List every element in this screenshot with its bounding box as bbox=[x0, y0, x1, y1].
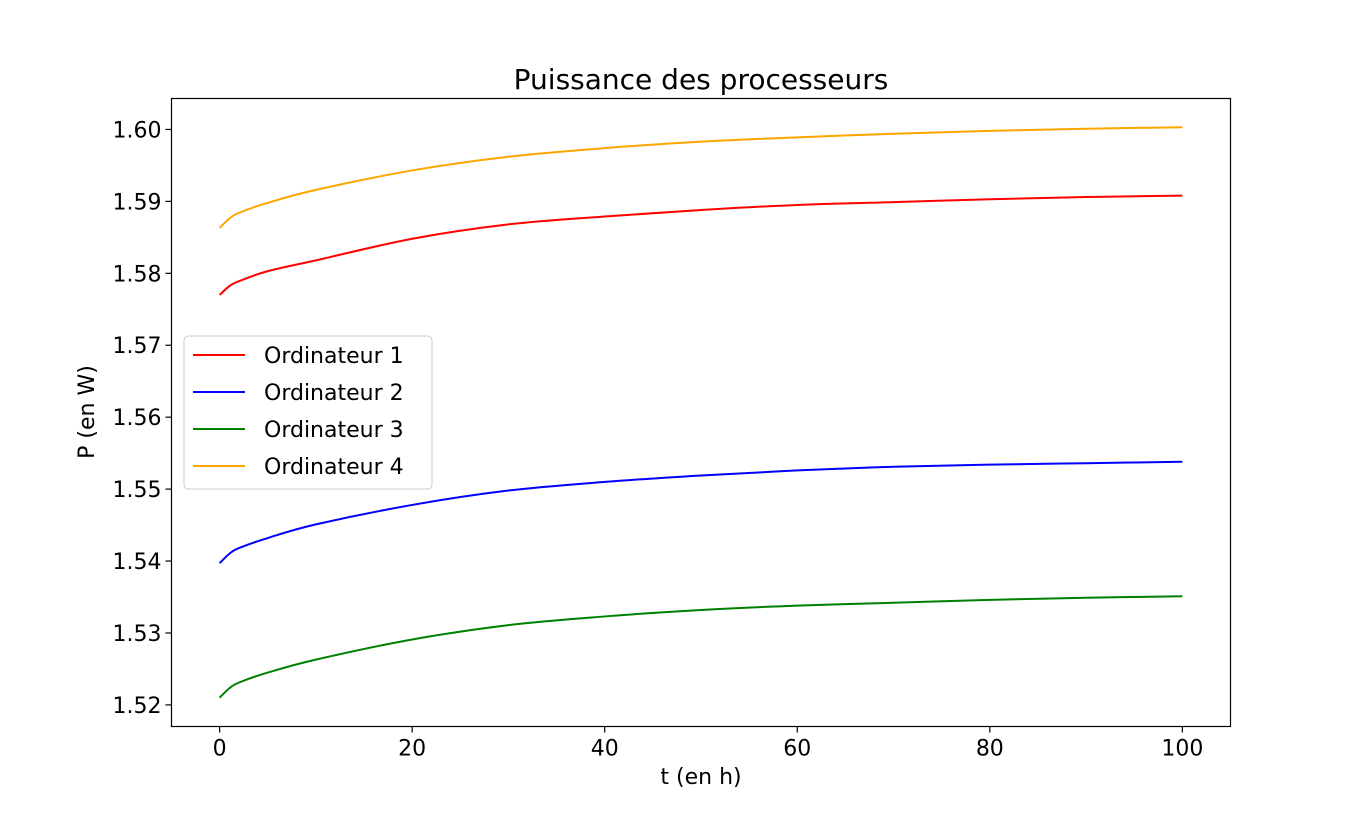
legend-label-2: Ordinateur 2 bbox=[264, 381, 404, 406]
series-line-1 bbox=[218, 194, 1183, 296]
x-tick-label: 20 bbox=[398, 737, 426, 762]
legend-label-3: Ordinateur 3 bbox=[264, 418, 404, 443]
y-axis: 1.52 1.53 1.54 1.55 1.56 1.57 1.58 1.59 1.60 bbox=[113, 118, 172, 719]
series-line-2 bbox=[218, 460, 1183, 564]
series-lines bbox=[218, 126, 1183, 699]
legend-label-4: Ordinateur 4 bbox=[264, 455, 404, 480]
y-tick-label: 1.60 bbox=[113, 118, 162, 143]
series-line-3 bbox=[218, 595, 1183, 699]
legend-box bbox=[183, 335, 433, 490]
y-tick-label: 1.52 bbox=[113, 694, 162, 719]
y-tick-label: 1.58 bbox=[113, 262, 162, 287]
y-tick-label: 1.56 bbox=[113, 406, 162, 431]
x-tick-label: 40 bbox=[591, 737, 619, 762]
y-axis-label: P (en W) bbox=[75, 365, 100, 459]
chart-title: Puissance des processeurs bbox=[514, 63, 889, 96]
plot-area-frame bbox=[170, 97, 1232, 728]
x-tick-label: 60 bbox=[783, 737, 811, 762]
x-tick-label: 100 bbox=[1161, 737, 1203, 762]
legend-label-1: Ordinateur 1 bbox=[264, 344, 404, 369]
y-tick-label: 1.54 bbox=[113, 550, 162, 575]
series-line-4 bbox=[218, 126, 1183, 229]
legend: Ordinateur 1 Ordinateur 2 Ordinateur 3 Ordi… bbox=[183, 335, 433, 490]
y-tick-label: 1.57 bbox=[113, 334, 162, 359]
x-axis: 0 20 40 60 80 100 bbox=[213, 726, 1203, 762]
x-axis-label: t (en h) bbox=[660, 765, 741, 790]
x-tick-label: 0 bbox=[213, 737, 227, 762]
x-tick-label: 80 bbox=[976, 737, 1004, 762]
y-tick-label: 1.55 bbox=[113, 478, 162, 503]
y-tick-label: 1.59 bbox=[113, 190, 162, 215]
y-tick-label: 1.53 bbox=[113, 622, 162, 647]
